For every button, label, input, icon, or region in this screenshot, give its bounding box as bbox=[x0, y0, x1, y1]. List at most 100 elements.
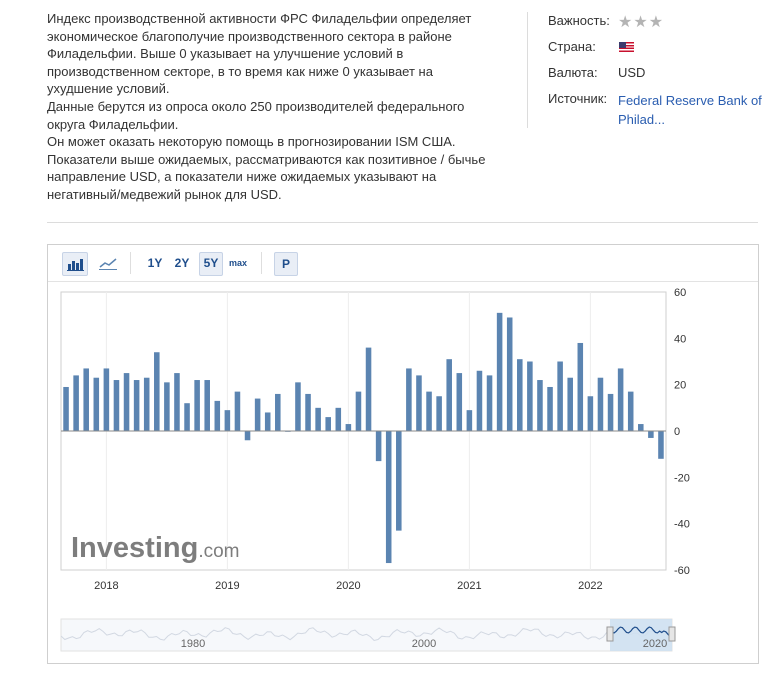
chart-bar bbox=[345, 424, 352, 431]
navigator-label: 2000 bbox=[412, 638, 436, 650]
watermark-logo: Investing.com bbox=[71, 532, 240, 564]
navigator-right-handle[interactable] bbox=[668, 626, 676, 642]
chart-bar bbox=[426, 391, 432, 431]
toolbar-divider bbox=[261, 252, 262, 274]
bar-chart-icon[interactable] bbox=[62, 252, 88, 276]
source-row: Источник: Federal Reserve Bank of Philad… bbox=[548, 88, 763, 127]
source-label: Источник: bbox=[548, 91, 608, 106]
chart-bar bbox=[184, 403, 190, 431]
country-row: Страна: bbox=[548, 36, 763, 62]
range-5y-button[interactable]: 5Y bbox=[199, 252, 223, 276]
chart-bar bbox=[396, 431, 402, 531]
navigator-area bbox=[60, 618, 673, 652]
chart-bar bbox=[113, 380, 120, 431]
chart-bar bbox=[587, 396, 594, 431]
chart-panel: 1Y 2Y 5Y max P 2018 2019 2020 2021 2022 60 40 2… bbox=[47, 244, 759, 664]
navigator-selection[interactable] bbox=[610, 619, 672, 651]
line-chart-icon[interactable] bbox=[96, 252, 120, 274]
description-paragraph: Он может оказать некоторую помощь в прог… bbox=[47, 134, 456, 150]
description-paragraph: Индекс производственной активности ФРС Ф… bbox=[47, 11, 472, 97]
us-flag-icon bbox=[619, 42, 634, 52]
chart-bar bbox=[557, 361, 563, 431]
chart-bar bbox=[476, 370, 483, 431]
chart-bar bbox=[658, 431, 664, 459]
chart-bar bbox=[93, 377, 100, 431]
chart-bar bbox=[254, 398, 261, 431]
x-tick-label: 2018 bbox=[94, 580, 118, 592]
navigator-selected-line bbox=[609, 626, 673, 638]
currency-row: Валюта: USD bbox=[548, 62, 763, 88]
chart-bar bbox=[133, 380, 140, 431]
chart-bar bbox=[537, 380, 543, 431]
importance-stars-icon: ★★★ bbox=[618, 14, 665, 31]
bar-chart: 2018 2019 2020 2021 2022 60 40 20 0 -20 -40 -60 Inve… bbox=[60, 287, 690, 652]
range-1y-button[interactable]: 1Y bbox=[147, 256, 163, 270]
chart-bar bbox=[123, 373, 130, 431]
y-tick-label: 20 bbox=[674, 380, 686, 392]
currency-value: USD bbox=[618, 65, 646, 80]
chart-bar bbox=[446, 359, 452, 431]
chart-bar bbox=[597, 377, 604, 431]
currency-label: Валюта: bbox=[548, 65, 598, 80]
chart-bar bbox=[627, 391, 634, 431]
chart-bar bbox=[295, 382, 301, 431]
chart-bar bbox=[456, 373, 463, 431]
p-button[interactable]: P bbox=[274, 252, 298, 276]
chart-bar bbox=[607, 393, 614, 431]
watermark-suffix: .com bbox=[198, 541, 239, 562]
chart-bar bbox=[416, 375, 422, 431]
range-max-button[interactable]: max bbox=[228, 258, 247, 268]
chart-bar bbox=[103, 368, 110, 431]
importance-label: Важность: bbox=[548, 13, 610, 28]
chart-bar bbox=[577, 342, 584, 431]
chart-bar bbox=[547, 386, 553, 431]
chart-bar bbox=[83, 368, 89, 431]
chart-bar bbox=[567, 377, 573, 431]
y-tick-label: -60 bbox=[674, 565, 690, 577]
chart-bar bbox=[154, 352, 160, 431]
x-tick-label: 2020 bbox=[336, 580, 360, 592]
chart-bar bbox=[264, 412, 271, 431]
navigator-left-handle[interactable] bbox=[606, 626, 614, 642]
source-link[interactable]: Federal Reserve Bank of Philad... bbox=[618, 93, 762, 127]
navigator-line bbox=[60, 627, 673, 642]
chart-bar bbox=[63, 386, 69, 431]
chart-bar bbox=[244, 431, 251, 441]
indicator-meta: Важность: ★★★ Страна: Валюта: USD Источн… bbox=[548, 10, 763, 127]
chart-bar bbox=[224, 410, 231, 431]
chart-bar bbox=[406, 368, 412, 431]
chart-bar bbox=[174, 373, 180, 431]
description-paragraph: Данные берутся из опроса около 250 произ… bbox=[47, 98, 465, 132]
chart-bar bbox=[638, 424, 644, 431]
chart-bar bbox=[375, 431, 382, 462]
country-label: Страна: bbox=[548, 39, 596, 54]
x-tick-label: 2019 bbox=[215, 580, 239, 592]
chart-bar bbox=[506, 317, 513, 431]
chart-bar bbox=[194, 380, 200, 431]
y-tick-label: -20 bbox=[674, 472, 690, 484]
chart-bar bbox=[385, 431, 392, 564]
chart-bar bbox=[275, 393, 281, 431]
chart-bar bbox=[335, 407, 342, 431]
indicator-description: Индекс производственной активности ФРС Ф… bbox=[47, 10, 497, 204]
chart-bar bbox=[517, 359, 523, 431]
range-2y-button[interactable]: 2Y bbox=[174, 256, 190, 270]
toolbar-divider bbox=[130, 252, 131, 274]
chart-bar bbox=[164, 382, 170, 431]
navigator-label: 2020 bbox=[643, 638, 667, 650]
chart-bar bbox=[234, 391, 241, 431]
chart-bar bbox=[486, 375, 493, 431]
chart-bar bbox=[527, 361, 533, 431]
navigator-label: 1980 bbox=[181, 638, 205, 650]
chart-bar bbox=[73, 375, 79, 431]
chart-bar bbox=[365, 347, 372, 431]
x-tick-label: 2022 bbox=[578, 580, 602, 592]
x-tick-label: 2021 bbox=[457, 580, 481, 592]
chart-bar bbox=[466, 410, 473, 431]
chart-bar bbox=[325, 417, 331, 431]
chart-bar bbox=[355, 391, 362, 431]
chart-bar bbox=[204, 380, 210, 431]
description-paragraph: Показатели выше ожидаемых, рассматривают… bbox=[47, 151, 486, 202]
chart-bar bbox=[617, 368, 624, 431]
chart-bar bbox=[496, 312, 503, 431]
